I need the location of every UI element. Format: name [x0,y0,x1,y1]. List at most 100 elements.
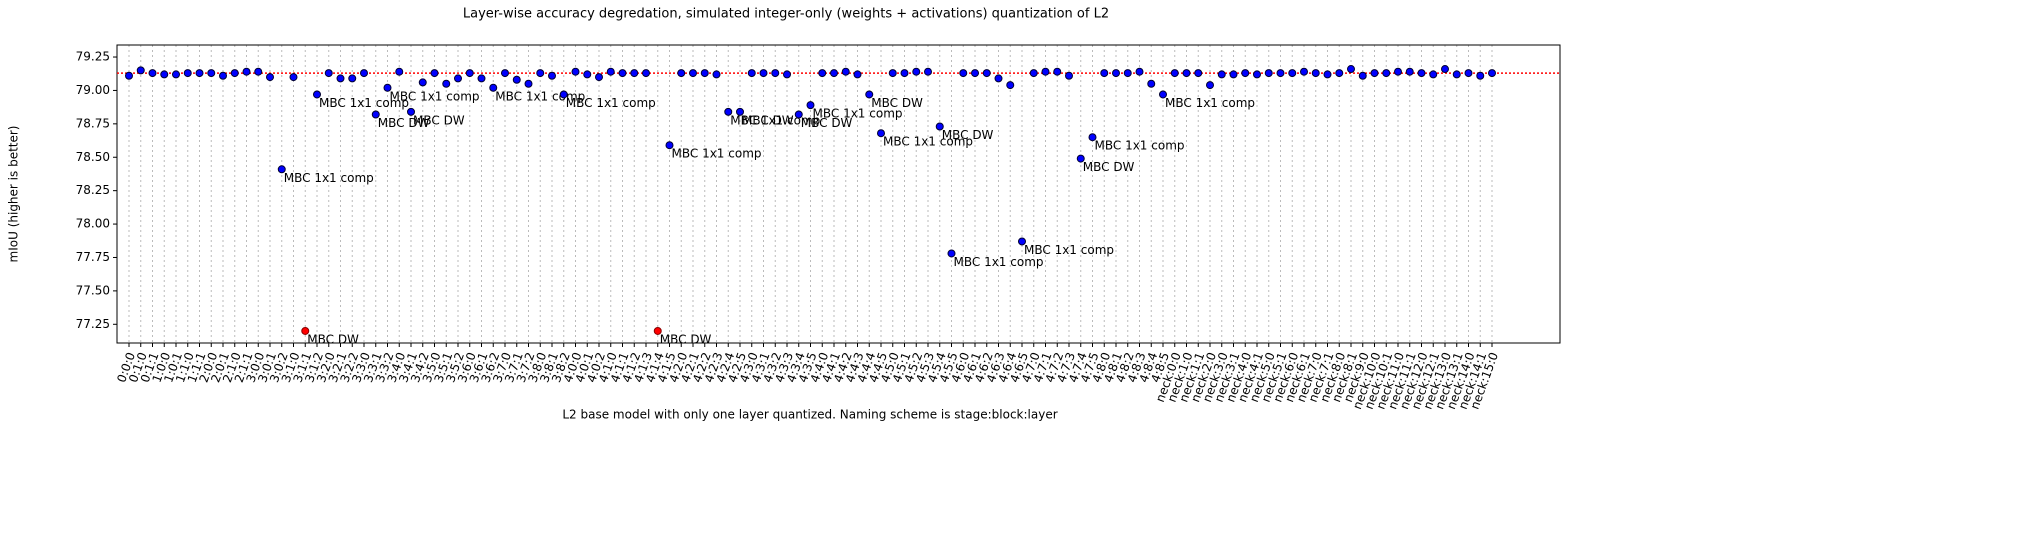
point [183,69,192,78]
point [442,79,451,88]
y-tick-label: 78.75 [76,116,110,130]
point [1358,71,1367,80]
point [1006,81,1015,90]
point-label: MBC 1x1 comp [954,255,1044,269]
point [242,67,251,76]
point-label: MBC 1x1 comp [390,89,480,103]
point-label: MBC 1x1 comp [672,147,762,161]
point [712,70,721,79]
point [1276,69,1285,78]
point [677,69,686,78]
point-label: MBC 1x1 comp [1165,96,1255,110]
y-tick-label: 78.50 [76,150,110,164]
point-label: MBC 1x1 comp [813,107,903,121]
point [195,69,204,78]
point [407,107,415,116]
point [618,69,627,78]
point [759,69,768,78]
point [125,71,133,80]
point [1065,71,1073,80]
point [336,74,345,83]
point [1182,69,1191,78]
point [1476,71,1485,80]
point [583,70,592,79]
point [371,110,380,119]
point [1217,70,1226,79]
point [465,69,474,78]
point [1300,67,1308,76]
point [1264,69,1273,78]
point [1053,67,1062,76]
point [1347,65,1355,74]
point [1441,65,1449,74]
point [1488,69,1496,78]
point [254,67,263,76]
point [1159,90,1167,99]
point [1288,69,1297,78]
point [877,129,885,138]
point [548,71,556,80]
y-axis-label: mIoU (higher is better) [7,126,21,263]
point [1417,69,1426,78]
point [360,69,368,78]
point-label: MBC DW [378,116,430,130]
y-tick-label: 77.25 [76,317,110,331]
point [606,67,615,76]
point [489,83,498,92]
point [348,74,357,83]
point [771,69,780,78]
point [1135,67,1144,76]
point [1194,69,1203,78]
point [747,69,756,78]
point [1147,79,1156,88]
point [207,69,216,78]
point [160,70,169,79]
y-tick-label: 78.25 [76,183,110,197]
point-label: MBC 1x1 comp [319,96,409,110]
point [1076,154,1085,163]
point [1041,67,1050,76]
point [653,326,662,335]
point [301,326,310,335]
point [912,67,921,76]
point [454,74,462,83]
point [830,69,838,78]
point-label: MBC DW [660,332,712,346]
point [818,69,827,78]
point [1429,70,1438,79]
point [230,69,239,78]
point [806,101,815,110]
point-label: MBC DW [307,332,359,346]
point [559,90,568,99]
x-axis-label: L2 base model with only one layer quanti… [562,408,1057,422]
point [959,69,968,78]
point [501,69,509,78]
y-tick-label: 78.00 [76,217,110,231]
point [665,141,674,150]
point [1464,69,1473,78]
point [1088,133,1097,142]
point [865,90,874,99]
point [477,74,486,83]
point [1100,69,1109,78]
point [1382,69,1391,78]
point [1311,69,1320,78]
point [1206,81,1214,90]
point-label: MBC 1x1 comp [1024,243,1114,257]
chart-title: Layer-wise accuracy degredation, simulat… [463,7,1109,22]
point [148,69,157,78]
y-tick-label: 79.00 [76,83,110,97]
point [1394,67,1402,76]
point [935,122,944,131]
point [1253,70,1261,79]
point [172,70,180,79]
point [536,69,545,78]
point [924,67,932,76]
point [1370,69,1379,78]
point [418,78,427,87]
point [630,69,639,78]
point [1029,69,1038,78]
y-tick-label: 79.25 [76,50,110,64]
point [841,67,850,76]
